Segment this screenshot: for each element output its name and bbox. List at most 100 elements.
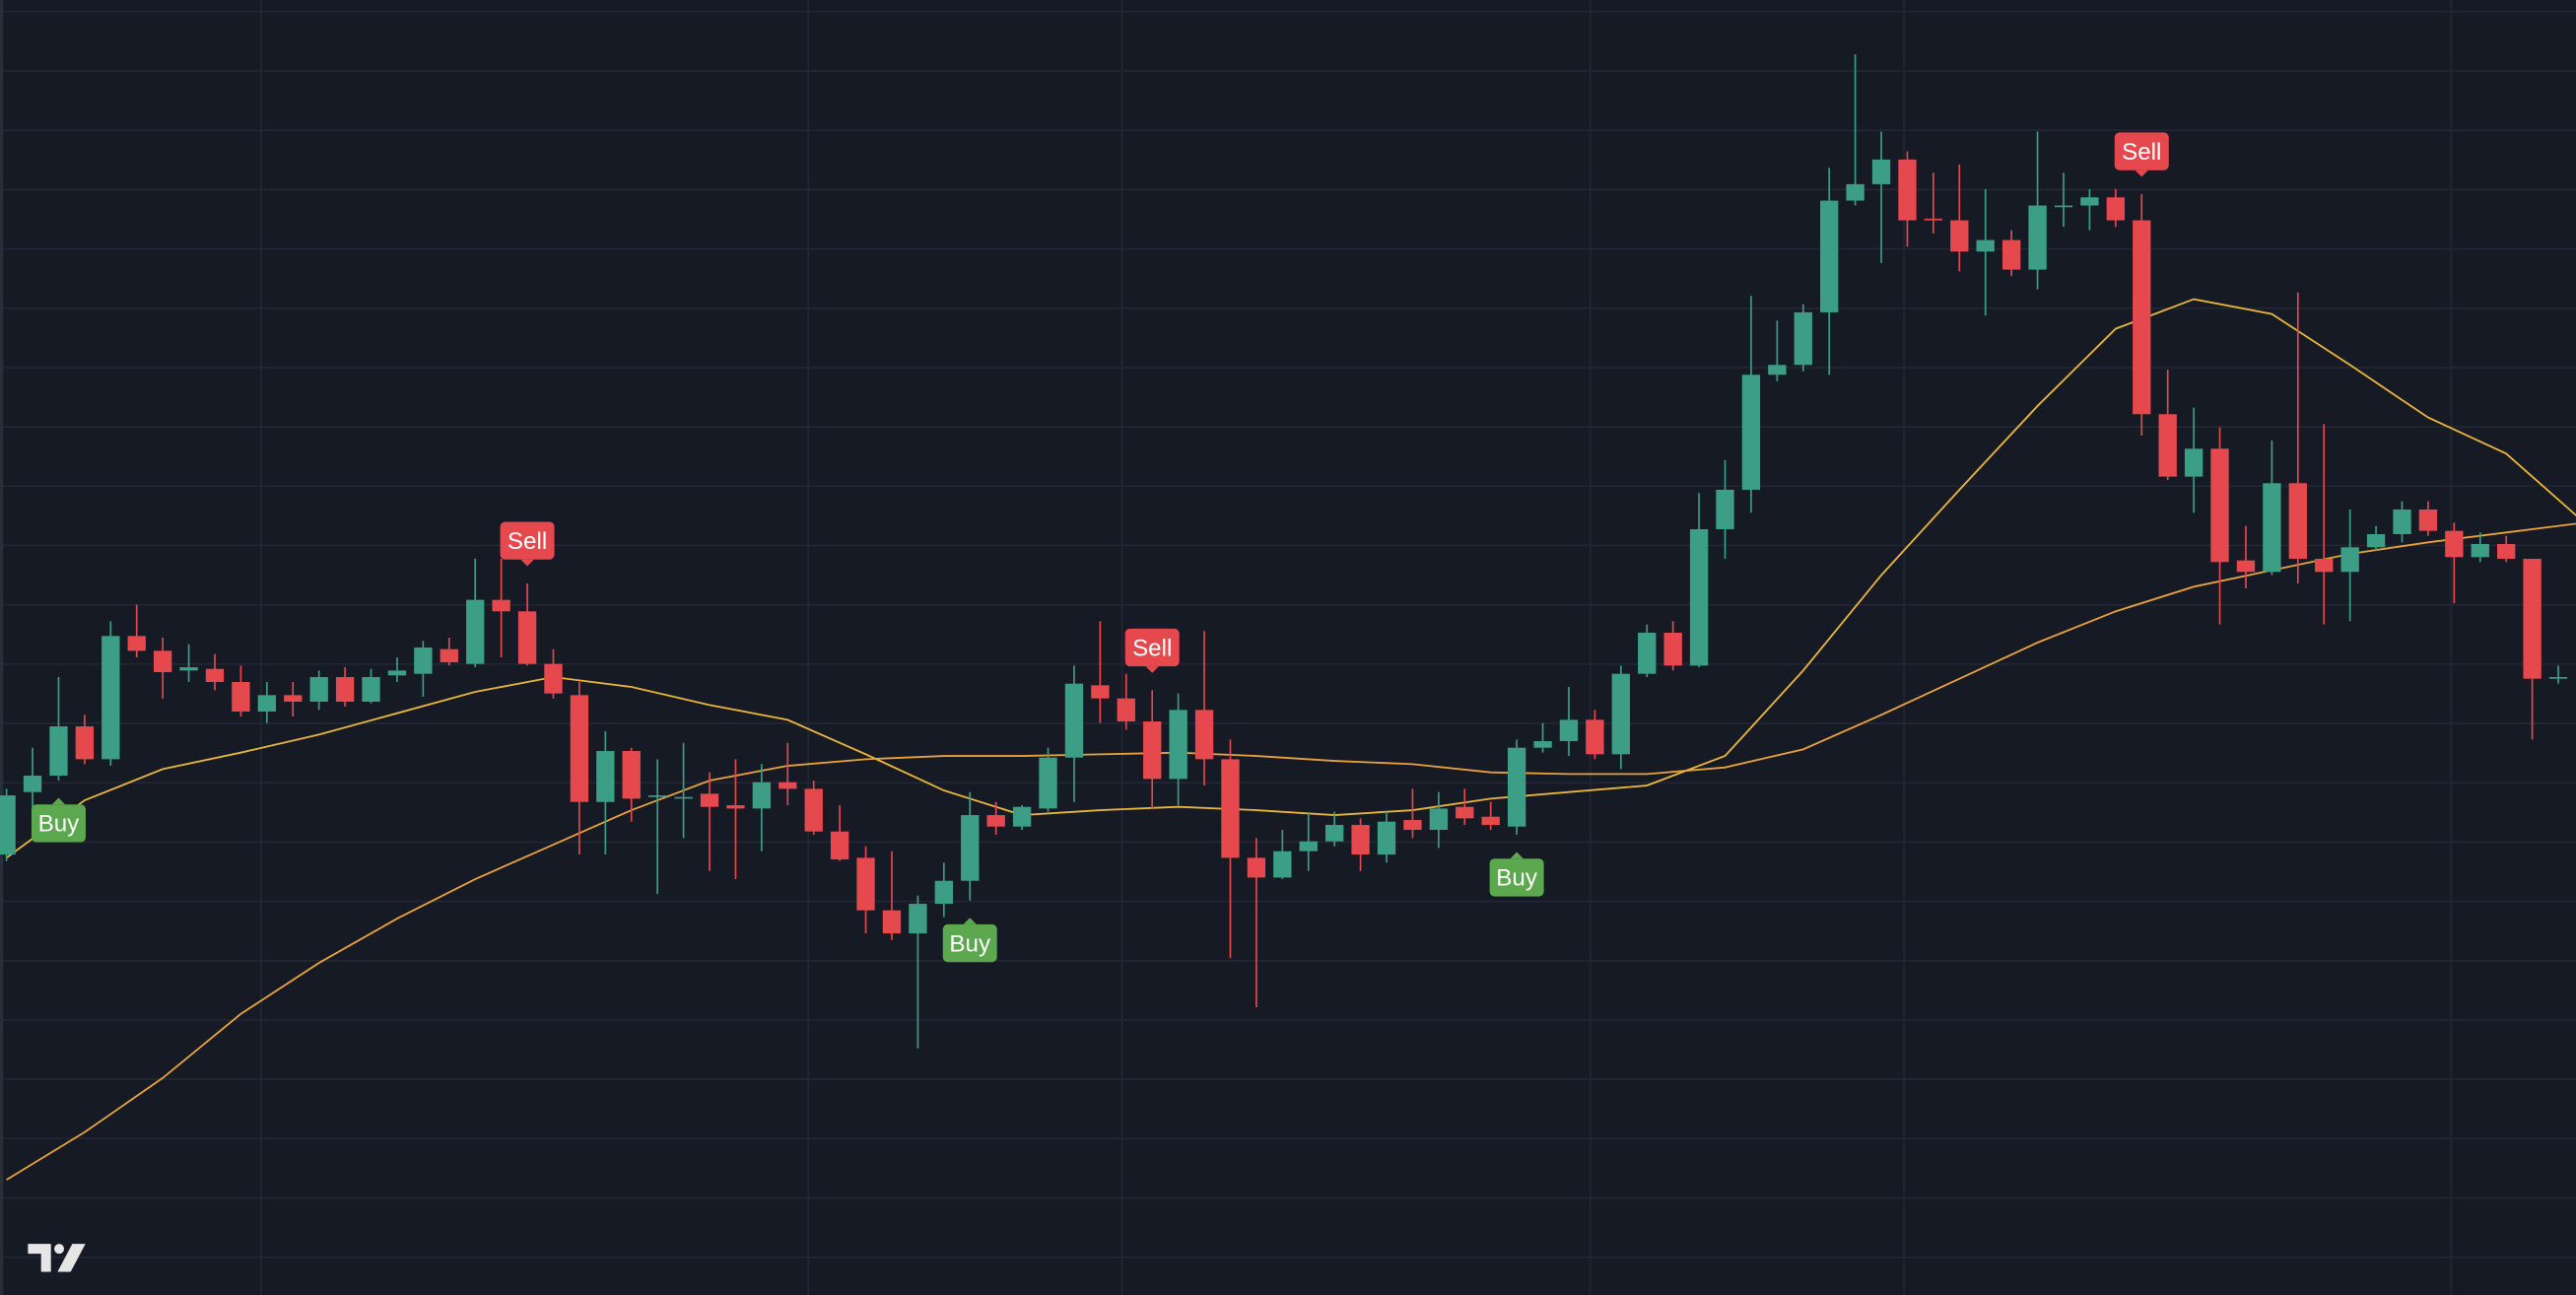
candle-body xyxy=(700,793,719,807)
candle-body xyxy=(622,751,641,799)
candle-body xyxy=(2210,448,2229,563)
candle-body xyxy=(1273,851,1292,878)
candle-body xyxy=(2471,543,2489,558)
candle-body xyxy=(2393,509,2411,534)
signal-pointer xyxy=(2135,170,2148,177)
candle-body xyxy=(961,815,980,881)
signal-badge xyxy=(942,923,997,963)
signal-label: Sell xyxy=(2122,139,2161,166)
candle-body xyxy=(75,726,95,760)
candle-body xyxy=(2106,197,2126,221)
candle-body xyxy=(2548,677,2568,679)
candle-body xyxy=(1194,710,1214,760)
candle-body xyxy=(1924,218,1943,221)
candle-body xyxy=(1351,825,1370,855)
signal-label: Sell xyxy=(1132,635,1172,661)
candle-body xyxy=(492,599,510,612)
moving-average-line xyxy=(6,298,2576,859)
signal-pointer xyxy=(963,918,977,924)
candle-body xyxy=(1064,683,1084,758)
signal-pointer xyxy=(1145,666,1159,673)
candle-body xyxy=(1638,632,1657,674)
candle-body xyxy=(2340,547,2359,573)
candle-body xyxy=(1324,825,1344,842)
moving-averages xyxy=(6,298,2576,1181)
candles xyxy=(0,54,2568,1049)
candle-body xyxy=(2080,197,2099,206)
candle-body xyxy=(648,795,667,797)
candle-body xyxy=(362,677,380,703)
signal-badge xyxy=(500,521,555,560)
candle-body xyxy=(2418,509,2438,531)
candle-body xyxy=(414,648,433,674)
candle-body xyxy=(2523,558,2542,679)
candle-body xyxy=(517,611,537,664)
candle-body xyxy=(1976,239,1995,252)
candle-body xyxy=(1871,159,1891,184)
candle-body xyxy=(1663,632,1682,666)
candle-body xyxy=(2184,448,2203,477)
signal-pointer xyxy=(51,797,66,805)
candle-body xyxy=(466,599,485,664)
candle-body xyxy=(309,677,328,703)
candle-body xyxy=(232,682,250,713)
candle-body xyxy=(1143,721,1162,780)
candle-body xyxy=(335,677,355,703)
candle-body xyxy=(2288,483,2307,559)
candle-body xyxy=(1429,808,1449,831)
signal-label: Buy xyxy=(949,930,991,957)
candle-body xyxy=(1794,311,1812,366)
candle-body xyxy=(1481,816,1500,826)
candle-body xyxy=(1403,820,1422,831)
candle-body xyxy=(1169,710,1187,780)
candle-body xyxy=(830,831,849,860)
candle-body xyxy=(2133,220,2151,415)
candle-body xyxy=(986,815,1005,827)
candle-body xyxy=(1377,821,1396,855)
candle-body xyxy=(2001,239,2021,270)
candle-body xyxy=(1768,365,1787,375)
signal-label: Buy xyxy=(1496,865,1538,892)
candle-body xyxy=(1507,747,1526,827)
candle-body xyxy=(2236,560,2256,573)
candle-body xyxy=(2028,205,2047,270)
candle-body xyxy=(1586,719,1604,755)
candle-body xyxy=(2315,558,2334,573)
candle-body xyxy=(570,695,589,802)
candle-body xyxy=(127,636,146,651)
candle-body xyxy=(2497,543,2516,559)
candle-body xyxy=(1716,489,1734,529)
candle-body xyxy=(179,667,198,671)
candle-body xyxy=(2054,205,2073,208)
candle-body xyxy=(856,857,875,911)
candle-body xyxy=(1221,759,1240,858)
signal-badge xyxy=(31,804,86,843)
candle-body xyxy=(49,726,68,777)
candle-body xyxy=(1117,698,1135,722)
candle-body xyxy=(674,796,693,799)
candle-body xyxy=(1559,719,1579,742)
candle-body xyxy=(1898,159,1917,221)
candle-body xyxy=(102,636,120,760)
signal-badge xyxy=(1489,858,1544,897)
candle-body xyxy=(726,805,745,809)
candle-body xyxy=(2366,533,2386,548)
logo-part xyxy=(54,1244,65,1255)
candle-body xyxy=(0,795,16,855)
candle-body xyxy=(544,663,563,694)
candle-body xyxy=(1533,741,1552,748)
candle-body xyxy=(153,650,172,673)
candle-body xyxy=(205,668,225,683)
candle-body xyxy=(596,751,615,802)
signal-badge xyxy=(1124,628,1180,667)
candle-body xyxy=(1299,841,1318,852)
candle-body xyxy=(934,880,953,905)
candle-body xyxy=(2158,414,2177,477)
candle-body xyxy=(752,782,772,809)
candle-body xyxy=(257,695,277,713)
signals: Buy Sell Buy Sell Buy Sell xyxy=(31,132,2169,963)
candle-body xyxy=(440,648,458,663)
